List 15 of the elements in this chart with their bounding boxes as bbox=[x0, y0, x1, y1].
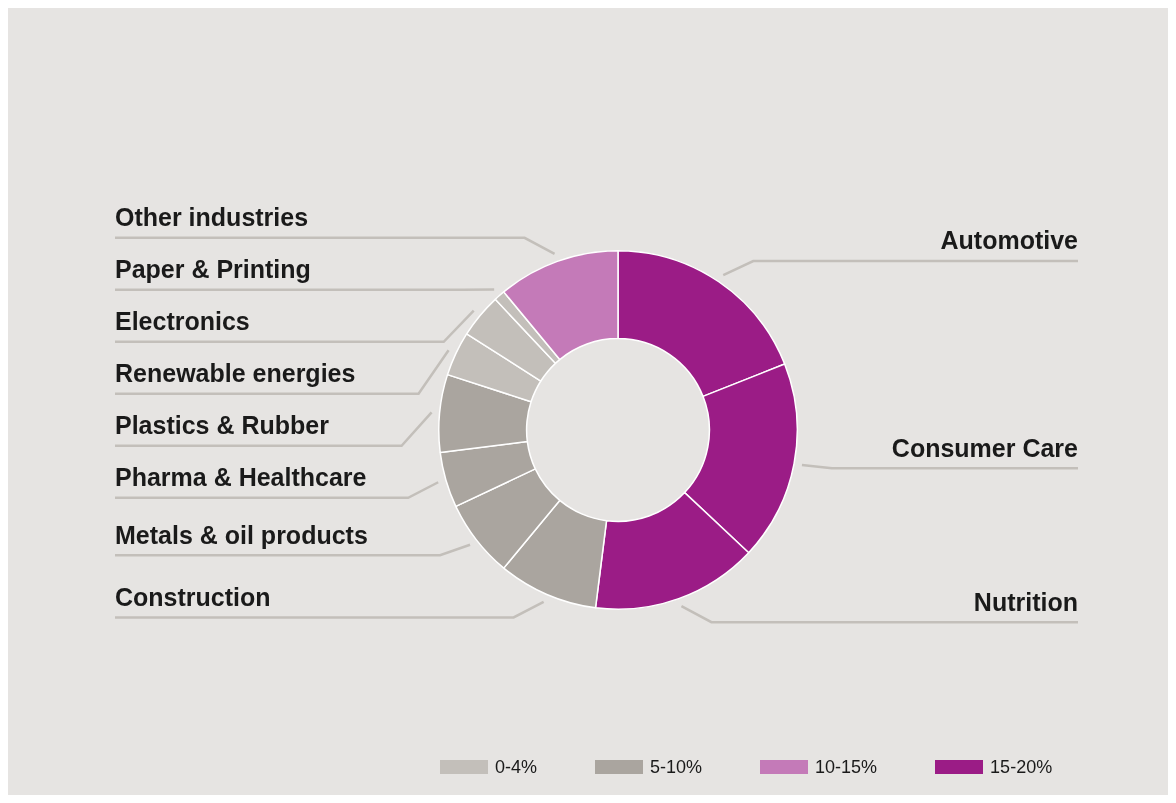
text: 5-10% bbox=[650, 756, 703, 778]
slice-label: Electronics bbox=[115, 307, 250, 336]
slice-label: Construction bbox=[115, 582, 271, 611]
slice-label: Renewable energies bbox=[115, 359, 356, 388]
slice-label: Other industries bbox=[115, 203, 309, 232]
text: 10-15% bbox=[815, 756, 878, 778]
slice-label: Paper & Printing bbox=[115, 255, 311, 284]
slice-label: Automotive bbox=[940, 226, 1079, 255]
slice-label: Pharma & Healthcare bbox=[115, 463, 367, 492]
slice-label: Nutrition bbox=[973, 587, 1078, 616]
slice-label: Plastics & Rubber bbox=[115, 411, 330, 440]
text: 15-20% bbox=[990, 756, 1053, 778]
slice-label: Consumer Care bbox=[891, 433, 1079, 462]
text: 0-4% bbox=[495, 756, 538, 778]
slice-label: Metals & oil products bbox=[115, 520, 368, 549]
